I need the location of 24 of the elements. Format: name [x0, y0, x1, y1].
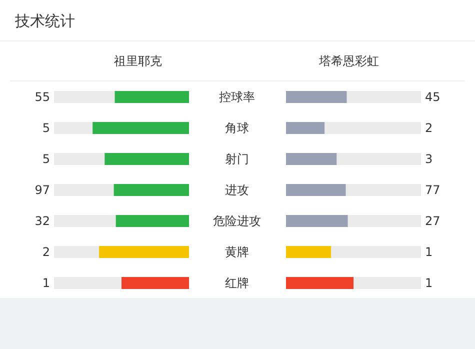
text: 1: [42, 276, 50, 290]
chart-title: 技术统计: [14, 12, 75, 30]
text: 45: [425, 90, 440, 104]
y-tick-label: 角球: [225, 121, 249, 135]
chart-subtitle: 祖里耶克: [114, 54, 162, 68]
y-tick-label: 进攻: [225, 183, 249, 197]
text: 5: [42, 121, 50, 135]
y-tick-label: 控球率: [219, 90, 255, 104]
y-tick-label: 射门: [225, 152, 249, 166]
text: 27: [425, 214, 440, 228]
text: 5: [42, 152, 50, 166]
text: 3: [425, 152, 433, 166]
text: 1: [425, 276, 433, 290]
text: 55: [34, 90, 50, 104]
chart-subtitle: 塔希恩彩虹: [318, 54, 379, 68]
y-tick-label: 红牌: [225, 276, 249, 290]
y-tick-label: 黄牌: [225, 245, 249, 259]
text: 2: [42, 245, 50, 259]
text: 1: [425, 245, 433, 259]
text: 97: [34, 183, 50, 197]
text: 32: [34, 214, 50, 228]
y-tick-label: 危险进攻: [213, 214, 261, 228]
text: 77: [425, 183, 440, 197]
text: 2: [425, 121, 433, 135]
